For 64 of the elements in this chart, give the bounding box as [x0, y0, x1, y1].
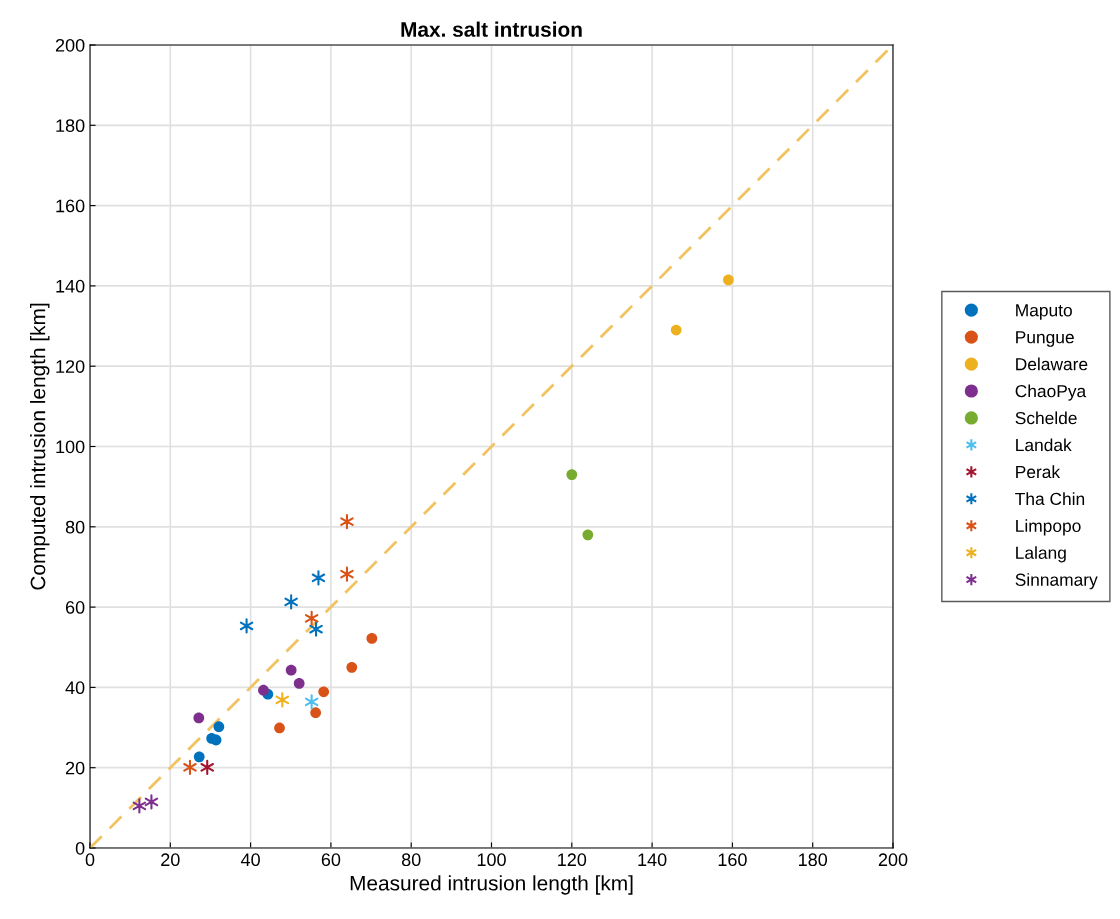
legend-label: Maputo: [1016, 304, 1072, 320]
point: [670, 324, 682, 336]
x-tick-label: 80: [401, 853, 421, 867]
point: [340, 566, 354, 582]
y-tick-label: 80: [65, 520, 85, 534]
x-tick-label: 160: [718, 853, 747, 867]
y-tick-label: 160: [56, 199, 85, 213]
y-tick-label: 200: [55, 38, 85, 52]
legend-label: Tha Chin: [1015, 492, 1085, 506]
point: [723, 274, 734, 286]
point: [258, 684, 269, 696]
y-tick-label: 0: [75, 841, 85, 855]
point: [275, 692, 290, 708]
point: [582, 529, 594, 541]
y-tick-label: 60: [65, 601, 85, 614]
x-tick-label: 120: [558, 853, 587, 867]
legend-label: ChaoPya: [1015, 384, 1087, 401]
legend-label: Perak: [1016, 465, 1061, 479]
legend-label: Lalang: [1016, 546, 1066, 563]
point: [318, 686, 330, 698]
point: [340, 513, 354, 530]
point: [366, 633, 378, 644]
point: [566, 469, 578, 480]
x-tick-label: 140: [638, 853, 667, 867]
x-tick-label: 40: [240, 853, 260, 867]
x-tick-label: 100: [477, 853, 506, 867]
point: [274, 722, 285, 734]
y-tick-label: 20: [65, 761, 85, 775]
x-tick-label: 60: [321, 853, 341, 867]
chart-title: Max. salt intrusion: [401, 21, 582, 37]
y-tick-label: 120: [56, 360, 85, 373]
legend-label: Pungue: [1016, 331, 1074, 347]
point: [239, 618, 254, 634]
x-tick-label: 0: [85, 853, 95, 867]
point: [304, 694, 319, 710]
point: [285, 664, 297, 676]
x-tick-label: 200: [878, 853, 908, 867]
point: [200, 759, 214, 775]
y-tick-label: 140: [56, 279, 85, 293]
point: [293, 678, 305, 689]
y-tick-label: 40: [65, 681, 85, 695]
legend-label: Limpopo: [1016, 519, 1081, 536]
legend-label: Sinnamary: [1015, 573, 1098, 590]
point: [284, 594, 298, 610]
point: [346, 661, 358, 673]
point: [193, 751, 205, 763]
x-tick-label: 20: [161, 853, 180, 867]
y-tick-label: 100: [56, 440, 85, 454]
x-axis-title: Measured intrusion length [km]: [350, 875, 633, 895]
point: [132, 798, 147, 814]
point: [309, 621, 323, 637]
point: [304, 610, 319, 626]
point: [144, 794, 159, 810]
y-tick-label: 180: [56, 119, 85, 133]
point: [311, 570, 326, 586]
legend-label: Schelde: [1015, 411, 1077, 425]
y-axis-title: Computed intrusion length [km]: [30, 303, 50, 590]
point: [213, 721, 225, 733]
legend-label: Landak: [1016, 438, 1072, 452]
point: [183, 759, 197, 775]
x-tick-label: 180: [799, 853, 828, 867]
point: [310, 707, 322, 719]
legend-label: Delaware: [1016, 357, 1088, 371]
point: [193, 712, 205, 724]
